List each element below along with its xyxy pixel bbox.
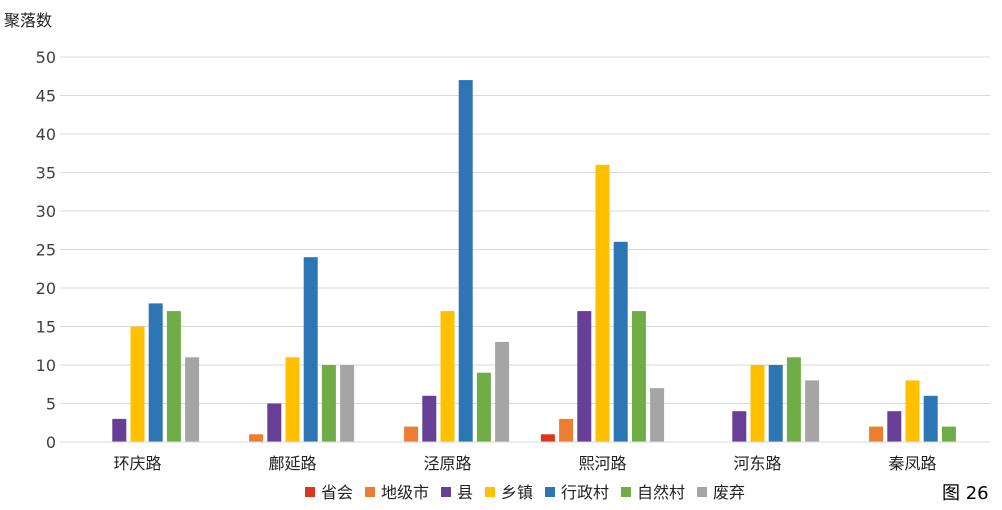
bar-2-3 [577,311,592,442]
figure-caption: 图 26 [942,483,989,504]
legend-swatch [305,487,315,497]
bar-6-0 [185,357,200,442]
y-tick-label: 25 [36,241,56,260]
bar-2-0 [112,418,127,442]
x-category-label: 熙河路 [578,454,626,473]
bar-6-3 [650,388,665,442]
legend: 省会 地级市 县 乡镇 行政村 自然村 废弃 [305,483,745,502]
x-category-label: 河东路 [733,454,781,473]
y-tick-label: 20 [36,279,56,298]
bar-6-2 [495,341,510,442]
bar-5-2 [476,372,491,442]
y-tick-label: 15 [36,318,56,337]
gridlines [60,56,990,404]
bar-3-5 [905,380,920,442]
bars [112,80,956,443]
legend-swatch [485,487,495,497]
legend-swatch [621,487,631,497]
y-tick-label: 40 [36,125,56,144]
bar-1-5 [869,426,884,442]
x-category-label: 泾原路 [423,454,471,473]
bar-5-0 [166,311,181,442]
bar-3-4 [750,365,765,442]
legend-swatch [697,487,707,497]
bar-3-3 [595,164,610,443]
bar-4-4 [768,365,783,442]
y-tick-label: 10 [36,356,56,375]
y-tick-label: 5 [46,395,56,414]
x-category-label: 环庆路 [113,454,161,473]
bar-1-2 [404,426,419,442]
legend-label: 行政村 [561,483,609,502]
legend-label: 地级市 [381,483,429,502]
legend-label: 县 [457,483,473,502]
x-category-label: 鄜延路 [268,454,316,473]
legend-swatch [365,487,375,497]
bar-1-3 [559,418,574,442]
bar-1-1 [249,434,264,442]
bar-5-5 [941,426,956,442]
bar-2-1 [267,403,282,442]
bar-2-2 [422,395,437,442]
bar-4-0 [148,303,163,442]
bar-4-2 [458,80,473,442]
legend-swatch [545,487,555,497]
legend-label: 废弃 [713,483,745,502]
legend-swatch [441,487,451,497]
bar-5-1 [321,365,336,442]
y-tick-label: 30 [36,202,56,221]
bar-2-4 [732,411,747,442]
bar-6-4 [805,380,820,442]
bar-3-2 [440,311,455,442]
x-axis: 环庆路 鄜延路 泾原路 熙河路 河东路 秦凤路 [60,441,990,473]
y-axis-tick-labels: 0 5 10 15 20 25 30 35 40 45 50 [36,48,56,452]
y-tick-label: 0 [46,433,56,452]
bar-5-3 [631,311,646,442]
legend-label: 自然村 [637,483,685,502]
bar-3-1 [285,357,300,442]
y-tick-label: 45 [36,87,56,106]
bar-4-5 [923,395,938,442]
y-axis-title: 聚落数 [4,11,52,30]
bar-3-0 [130,326,145,442]
legend-label: 乡镇 [501,483,533,502]
legend-label: 省会 [321,483,353,502]
bar-5-4 [786,357,801,442]
bar-2-5 [887,411,902,442]
bar-4-1 [303,257,318,442]
y-tick-label: 50 [36,48,56,67]
y-tick-label: 35 [36,164,56,183]
bar-4-3 [613,241,628,442]
x-category-label: 秦凤路 [888,454,936,473]
bar-6-1 [340,365,355,442]
bar-0-3 [540,434,555,442]
